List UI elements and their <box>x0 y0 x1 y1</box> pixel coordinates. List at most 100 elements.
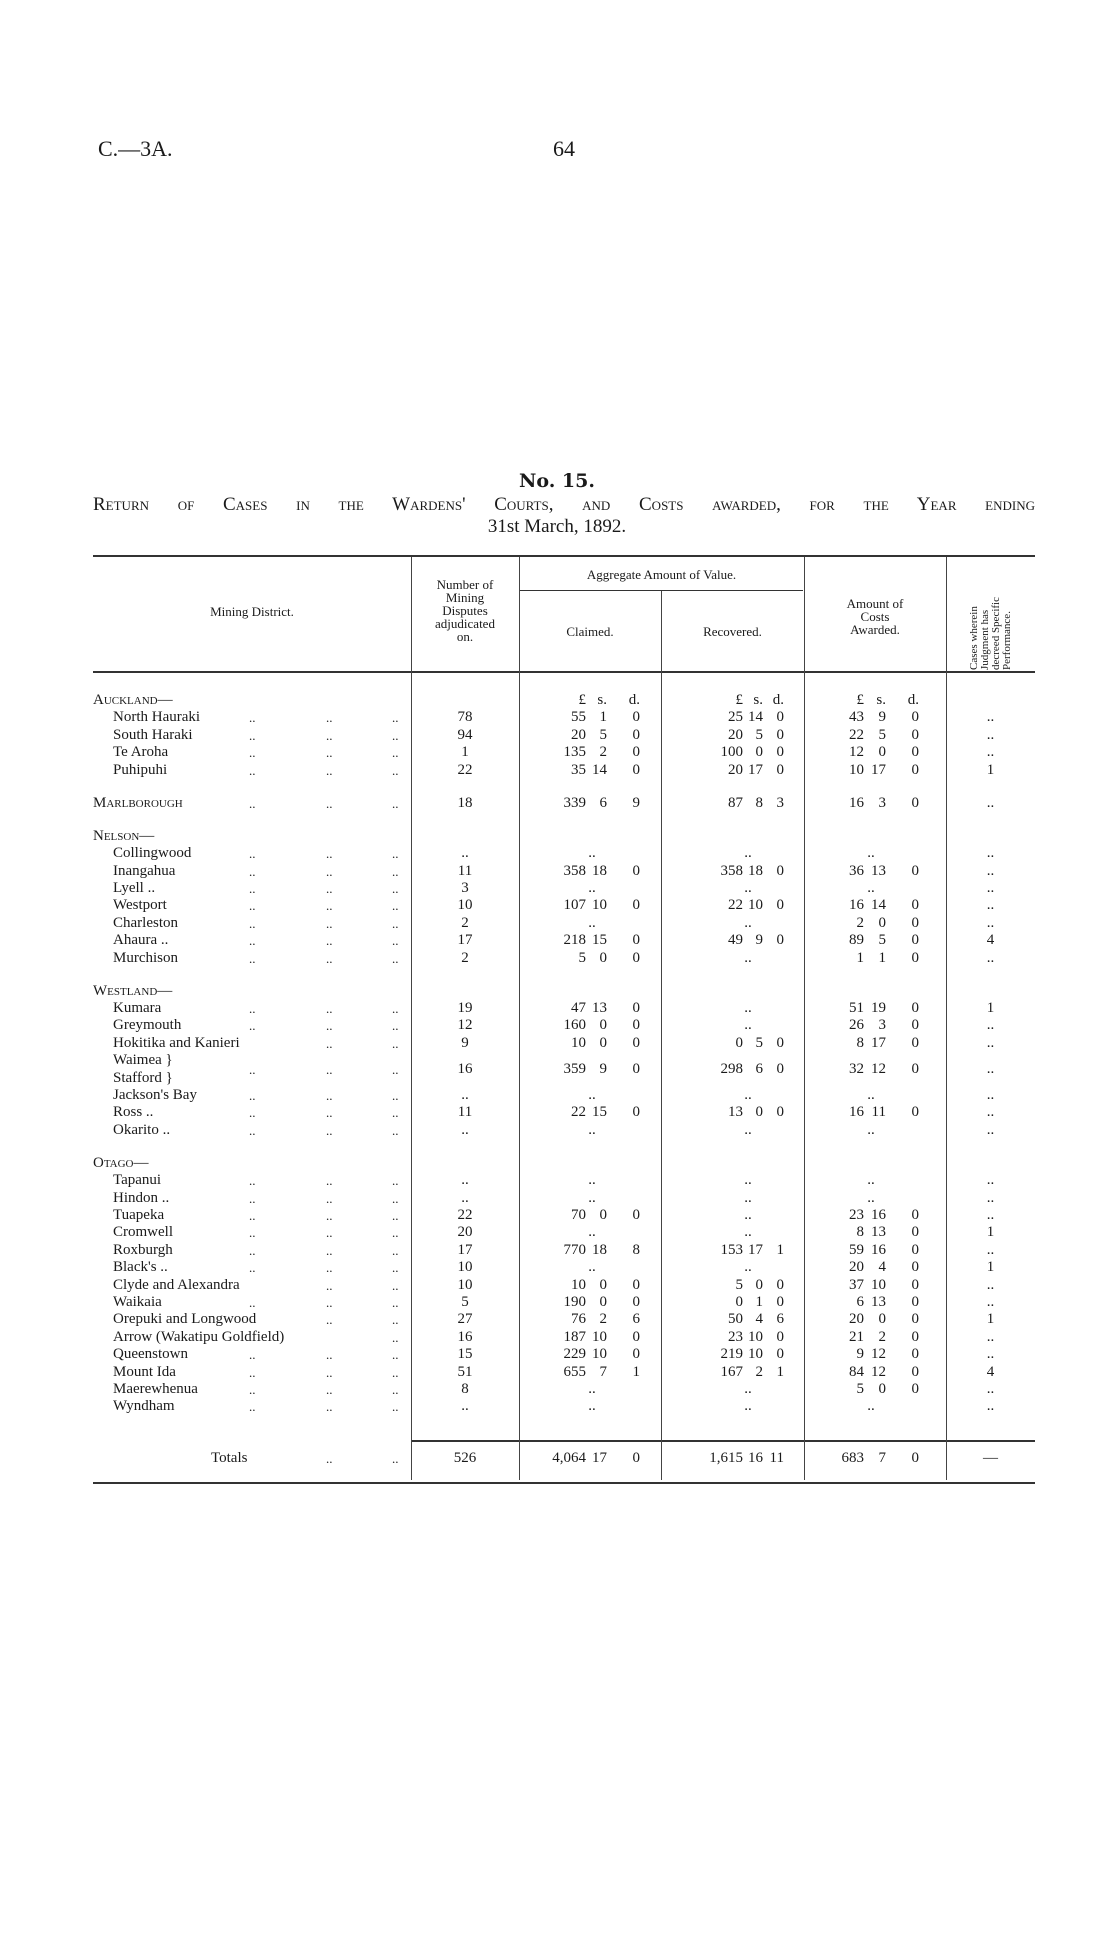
specific-performance-count: .. <box>986 1189 995 1206</box>
leader-dots: .. <box>249 846 256 862</box>
leader-dots: .. <box>326 1399 333 1415</box>
claimed-shillings: 9 <box>599 1060 608 1077</box>
header-bottom-rule <box>93 671 1035 673</box>
column-divider <box>519 557 520 1480</box>
recovered-empty: .. <box>744 1259 752 1276</box>
table-row: South Haraki 94 20 5 0 20 5 0 22 5 0........ <box>93 727 1035 744</box>
claimed-pence: 0 <box>632 1060 641 1077</box>
claimed-empty: .. <box>588 1224 596 1241</box>
district-name: Waikaia <box>113 1294 162 1310</box>
specific-performance-count: 4 <box>986 1363 995 1380</box>
costs-pence: 0 <box>911 709 920 726</box>
recovered-shillings: 0 <box>755 1276 764 1293</box>
costs-pence: 0 <box>911 1104 920 1121</box>
claimed-pounds: 770 <box>563 1241 587 1258</box>
claimed-pounds: 4,064 <box>552 1450 586 1466</box>
recovered-pounds: 49 <box>728 932 743 949</box>
claimed-pence: 0 <box>632 949 641 966</box>
totals-rule <box>411 1440 1035 1442</box>
leader-dots: .. <box>326 1122 333 1138</box>
district-name: Kumara <box>113 1000 162 1016</box>
recovered-pence: 0 <box>776 1060 785 1077</box>
leader-dots: .. <box>392 1364 399 1380</box>
leader-dots: .. <box>249 727 256 743</box>
leader-dots: .. <box>392 795 399 811</box>
disputes-count: 78 <box>457 709 473 726</box>
disputes-count: 10 <box>457 1259 473 1276</box>
district-name: Puhipuhi <box>113 761 168 778</box>
table-row: Ross .. 11 22 15 0 13 0 0 16 11 0........ <box>93 1104 1035 1121</box>
leader-dots: .. <box>326 710 333 726</box>
district-name: Arrow (Wakatipu Goldfield) <box>113 1328 285 1345</box>
leader-dots: .. <box>392 1088 399 1103</box>
header-recovered: Recovered. <box>703 624 762 639</box>
costs-pence: 0 <box>911 1346 920 1363</box>
disputes-count: 2 <box>461 914 469 931</box>
costs-shillings: 0 <box>878 744 887 761</box>
costs-pence: 0 <box>911 1060 920 1077</box>
costs-shillings: 17 <box>871 1034 886 1051</box>
table-row: Roxburgh 17 770 18 8 153 17 1 59 16 0........ <box>93 1242 1035 1259</box>
recovered-empty: .. <box>744 949 752 966</box>
claimed-shillings: 0 <box>599 1294 608 1310</box>
leader-dots: .. <box>249 1364 256 1380</box>
table-row: Mount Ida 51 655 7 1 167 2 1 84 12 0 4...... <box>93 1364 1035 1381</box>
header-line: Awarded. <box>850 622 900 637</box>
claimed-pounds: 339 <box>563 794 587 811</box>
costs-shillings: 0 <box>878 914 887 931</box>
claimed-pence: 6 <box>632 1311 641 1328</box>
leader-dots: .. <box>249 1061 256 1077</box>
leader-dots: .. <box>392 727 399 743</box>
disputes-count: .. <box>461 1398 469 1415</box>
recovered-shillings: 18 <box>748 862 763 879</box>
recovered-pounds: 50 <box>728 1311 743 1328</box>
costs-empty: .. <box>867 879 875 896</box>
leader-dots: .. <box>326 795 333 811</box>
leader-dots: .. <box>326 1035 333 1051</box>
costs-pounds: 84 <box>849 1363 864 1380</box>
district-name: Charleston <box>113 914 178 931</box>
costs-empty: .. <box>867 845 875 862</box>
claimed-shillings: 15 <box>592 932 607 949</box>
disputes-count: 16 <box>457 1060 473 1077</box>
leader-dots: .. <box>249 863 256 879</box>
table-row: Kumara 19 47 13 0.. 51 19 0 1...... <box>93 1000 1035 1017</box>
claimed-shillings: 18 <box>592 1241 607 1258</box>
leader-dots: .. <box>326 1451 333 1466</box>
costs-empty: .. <box>867 1121 875 1138</box>
leader-dots: .. <box>249 1190 256 1206</box>
table-row: Ahaura .. 17 218 15 0 49 9 0 89 5 0 4...... <box>93 932 1035 949</box>
recovered-pence: 6 <box>776 1311 785 1328</box>
leader-dots: .. <box>326 1105 333 1121</box>
costs-shillings: 12 <box>871 1060 886 1077</box>
leader-dots: .. <box>392 710 399 726</box>
costs-pence: 0 <box>911 1328 920 1345</box>
claimed-pence: 0 <box>632 1328 641 1345</box>
disputes-count: 15 <box>457 1346 473 1363</box>
costs-pounds: 51 <box>849 1000 864 1016</box>
header-line: Number of <box>436 577 494 592</box>
claimed-pounds: 55 <box>571 709 586 726</box>
recovered-pence: 0 <box>776 761 785 778</box>
leader-dots: .. <box>249 1225 256 1241</box>
costs-shillings: 5 <box>878 932 887 949</box>
costs-pounds: 21 <box>849 1328 864 1345</box>
costs-pence: 0 <box>911 1207 920 1223</box>
claimed-pounds: 107 <box>563 897 587 914</box>
specific-performance-count: .. <box>986 1087 995 1103</box>
table-top-rule <box>93 555 1035 557</box>
claimed-empty: .. <box>588 1398 596 1415</box>
header-line: Performance. <box>1000 611 1013 670</box>
table-number: No. 15. <box>519 470 595 492</box>
costs-shillings: 16 <box>871 1241 886 1258</box>
recovered-shillings: 0 <box>755 1104 764 1121</box>
costs-pence: 0 <box>911 1034 920 1051</box>
costs-pence: 0 <box>911 1000 920 1016</box>
leader-dots: .. <box>249 1347 256 1363</box>
claimed-empty: .. <box>588 879 596 896</box>
claimed-pence: 8 <box>632 1241 641 1258</box>
leader-dots: .. <box>326 1088 333 1103</box>
costs-pounds: 16 <box>849 794 864 811</box>
claimed-pence: 0 <box>632 862 641 879</box>
costs-empty: .. <box>867 1172 875 1189</box>
